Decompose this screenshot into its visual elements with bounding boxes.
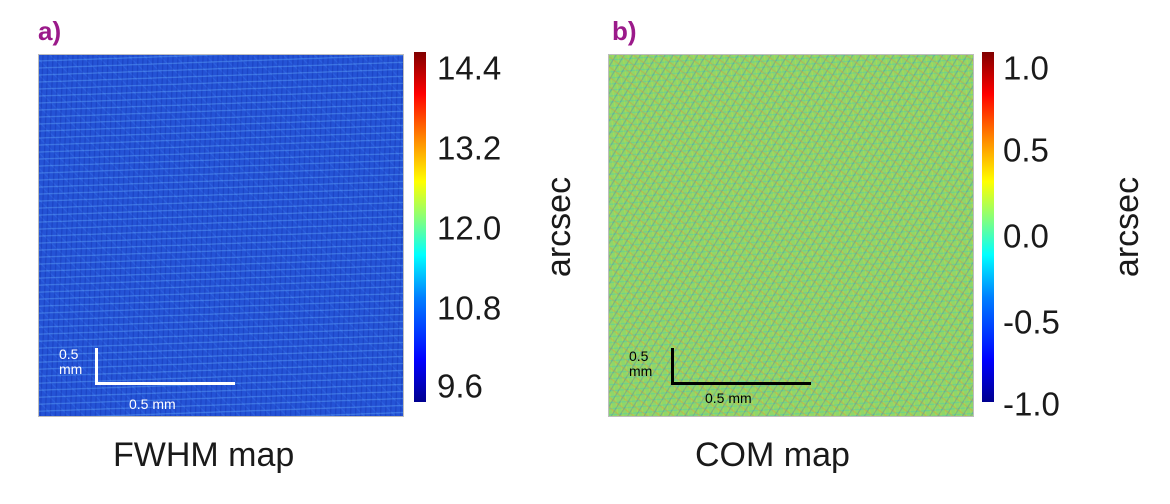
colorbar-tick: -0.5: [1003, 303, 1060, 341]
scalebar-vertical-line: [95, 348, 98, 384]
colorbar-tick: 14.4: [437, 49, 502, 87]
com-map-image: 0.5 mm 0.5 mm: [608, 54, 974, 417]
scalebar-horizontal-line: [671, 382, 811, 385]
scalebar-vertical-label-value: 0.5 mm: [59, 346, 83, 377]
scalebar-vertical-line: [671, 348, 674, 384]
scalebar-horizontal-label: 0.5 mm: [705, 390, 752, 406]
scalebar-horizontal-label: 0.5 mm: [129, 396, 176, 412]
panel-caption: COM map: [695, 436, 850, 474]
colorbar-unit-label: arcsec: [1108, 176, 1147, 278]
colorbar-tick: 12.0: [437, 209, 502, 247]
colorbar: [414, 52, 426, 402]
panel-caption: FWHM map: [113, 436, 295, 474]
fwhm-map-image: 0.5 mm 0.5 mm: [38, 54, 404, 417]
colorbar-unit-label: arcsec: [540, 176, 579, 278]
fwhm-panel: a) 0.5 mm 0.5 mm 14.4 13.2 12.0 10.8 9.6…: [38, 16, 579, 474]
colorbar-tick: 13.2: [437, 129, 502, 167]
colorbar-tick: -1.0: [1003, 385, 1060, 423]
colorbar-tick: 10.8: [437, 289, 502, 327]
com-panel: b) 0.5 mm 0.5 mm 1.0 0.5 0.0 -0.5 -1.0 a…: [585, 0, 1170, 504]
scalebar-horizontal-line: [95, 382, 235, 385]
colorbar-tick: 0.0: [1003, 217, 1049, 255]
scalebar-vertical-label-value: 0.5 mm: [629, 348, 653, 379]
colorbar-tick: 9.6: [437, 367, 483, 405]
panel-label-a: a): [38, 16, 62, 46]
colorbar-tick: 1.0: [1003, 49, 1049, 87]
colorbar: [982, 52, 994, 402]
colorbar-tick: 0.5: [1003, 131, 1049, 169]
panel-label-b: b): [612, 16, 637, 46]
